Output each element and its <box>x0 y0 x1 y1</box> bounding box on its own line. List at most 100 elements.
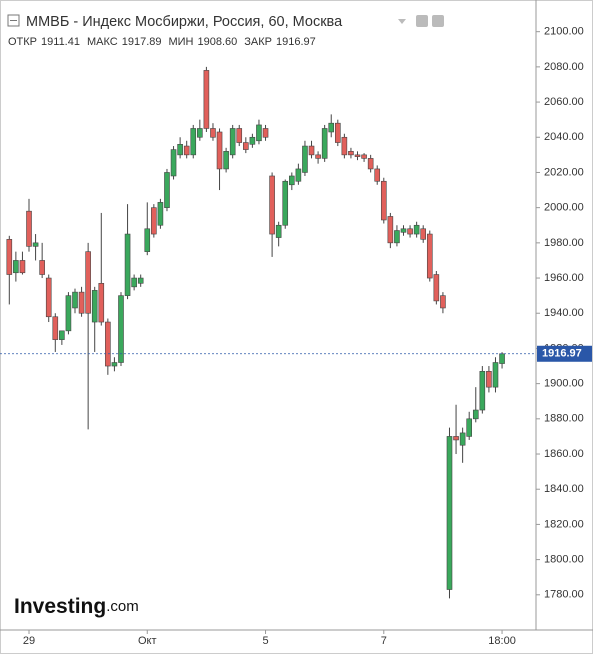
y-tick-label: 2100.00 <box>544 26 584 38</box>
candle-body <box>348 151 354 156</box>
ohlc-header: ОТКР 1911.41 МАКС 1917.89 МИН 1908.60 ЗАКР 1916… <box>8 36 316 48</box>
y-tick-label: 1800.00 <box>544 554 584 566</box>
candle-body <box>52 316 59 340</box>
candle-body <box>295 168 302 182</box>
candle-body <box>32 242 39 247</box>
candle-body <box>262 128 269 138</box>
gear-icon[interactable] <box>432 15 444 27</box>
candle-body <box>341 136 348 156</box>
candle-body <box>249 136 256 145</box>
candle-body <box>6 239 13 275</box>
x-tick-label: 18:00 <box>488 635 516 647</box>
y-tick-label: 2060.00 <box>544 96 584 108</box>
y-tick-label: 1840.00 <box>544 483 584 495</box>
candle-body <box>118 295 124 363</box>
collapse-icon[interactable] <box>7 14 20 27</box>
candle-body <box>13 260 19 274</box>
candle-body <box>315 154 321 159</box>
ohlc-label: ЗАКР <box>244 36 272 48</box>
y-tick-label: 1880.00 <box>544 413 584 425</box>
candle-body <box>459 432 466 446</box>
candle-body <box>275 224 282 238</box>
candle-body <box>151 207 157 235</box>
candle-body <box>177 144 183 156</box>
ohlc-value: 1917.89 <box>122 36 162 48</box>
y-tick-label: 2080.00 <box>544 61 584 73</box>
candle-body <box>98 283 105 323</box>
candle-body <box>302 145 308 173</box>
candle-body <box>111 362 118 367</box>
candle-body <box>269 175 275 235</box>
last-price-label: 1916.97 <box>542 348 582 360</box>
candle-body <box>164 172 170 208</box>
candle-body <box>407 228 413 235</box>
chart-title: ММВБ - Индекс Мосбиржи, Россия, 60, Моск… <box>26 14 343 30</box>
candle-body <box>472 409 479 420</box>
ohlc-value: 1911.41 <box>41 36 80 48</box>
candle-body <box>203 70 210 129</box>
ohlc-value: 1908.60 <box>198 36 238 48</box>
candle-body <box>131 277 137 288</box>
candle-body <box>39 260 45 275</box>
candle-body <box>105 321 111 367</box>
y-tick-label: 1860.00 <box>544 448 584 460</box>
candle-body <box>243 142 249 150</box>
candle-body <box>45 277 52 318</box>
candle-body <box>65 295 72 332</box>
candle-body <box>380 180 387 221</box>
x-tick-label: 29 <box>23 635 35 647</box>
y-tick-label: 2020.00 <box>544 166 584 178</box>
ohlc-label: МАКС <box>87 36 118 48</box>
candle-body <box>282 180 289 226</box>
candle-body <box>486 371 492 388</box>
candle-body <box>446 436 453 590</box>
candle-body <box>466 418 473 437</box>
candle-body <box>170 149 177 177</box>
candle-body <box>78 291 85 314</box>
x-tick-label: Окт <box>138 635 157 647</box>
candle-body <box>229 128 236 156</box>
candle-body <box>394 230 400 244</box>
candle-body <box>124 233 131 296</box>
candle-body <box>453 436 459 441</box>
y-tick-label: 1820.00 <box>544 518 584 530</box>
candle-body <box>157 202 164 226</box>
x-tick-label: 5 <box>262 635 268 647</box>
settings-icon[interactable] <box>416 15 428 27</box>
candle-body <box>19 260 26 274</box>
candle-body <box>197 128 203 138</box>
logo-suffix: .com <box>106 598 139 615</box>
candle-body <box>354 154 361 157</box>
candle-body <box>426 233 433 279</box>
candle-body <box>72 291 78 309</box>
candle-body <box>183 145 190 156</box>
candle-body <box>289 175 295 186</box>
candle-body <box>361 154 367 159</box>
y-tick-label: 1960.00 <box>544 272 584 284</box>
candle-body <box>479 371 486 411</box>
candle-body <box>137 277 144 284</box>
candle-body <box>328 122 335 133</box>
candle-body <box>400 228 407 233</box>
candle-body <box>499 353 505 364</box>
candle-body <box>420 228 427 240</box>
candle-body <box>210 128 216 138</box>
candle-body <box>413 224 420 235</box>
candle-body <box>321 128 328 159</box>
y-tick-label: 1900.00 <box>544 378 584 390</box>
dropdown-icon[interactable] <box>398 19 406 24</box>
candle-body <box>387 216 394 244</box>
ohlc-label: ОТКР <box>8 36 37 48</box>
candle-body <box>59 330 65 340</box>
candle-body <box>433 274 440 302</box>
ohlc-label: МИН <box>168 36 193 48</box>
candle-body <box>374 168 381 182</box>
candle-body <box>236 128 243 143</box>
candle-body <box>367 158 374 170</box>
y-tick-label: 1780.00 <box>544 589 584 601</box>
candle-body <box>85 251 91 314</box>
candle-body <box>308 145 315 156</box>
candle-body <box>492 362 499 388</box>
candle-body <box>144 228 151 252</box>
